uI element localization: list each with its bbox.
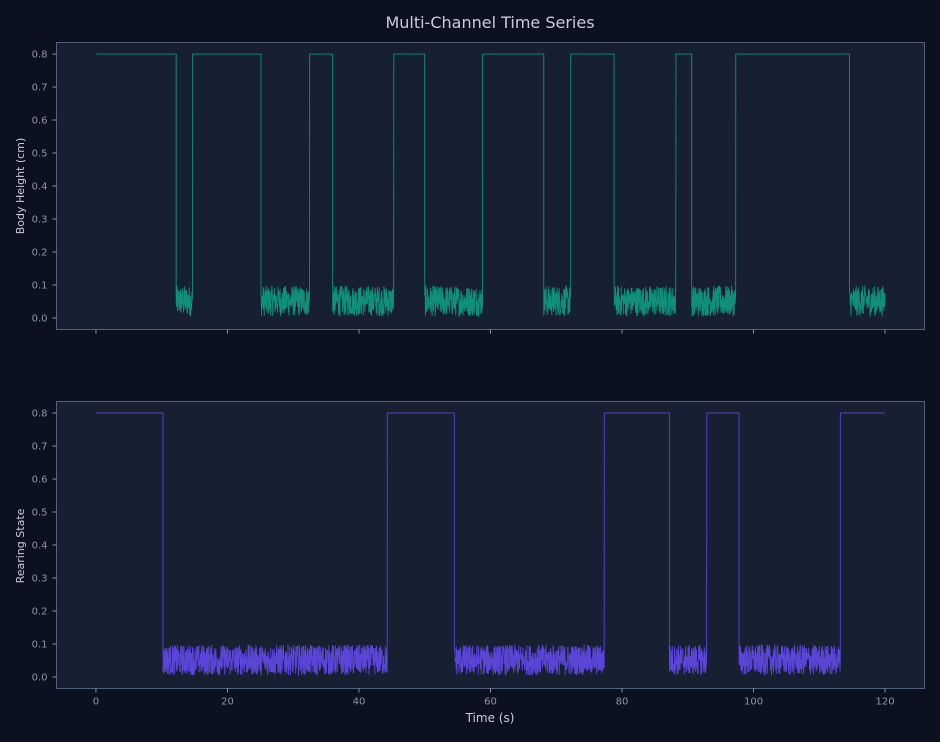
- series-line: [95, 53, 886, 318]
- x-tick-label: 120: [875, 697, 894, 708]
- y-tick-label: 0.0: [32, 313, 48, 324]
- y-tick-label: 0.6: [32, 475, 48, 486]
- y-tick-label: 0.4: [32, 541, 48, 552]
- series-line: [95, 412, 886, 676]
- panel-rearing-state: Rearing State 0.0 0.1 0.2 0.3 0.4 0.5 0.6 0.7 0.…: [14, 401, 925, 708]
- y-tick-label: 0.2: [32, 247, 48, 258]
- x-tick-label: 60: [484, 697, 497, 708]
- y-tick-label: 0.4: [32, 182, 48, 193]
- y-tick-label: 0.8: [32, 50, 48, 61]
- x-axis-label: Time (s): [465, 711, 515, 725]
- y-axis-label-top: Body Height (cm): [14, 138, 27, 234]
- y-tick-label: 0.7: [32, 442, 48, 453]
- y-tick-label: 0.1: [32, 639, 48, 650]
- x-tick-label: 100: [744, 697, 763, 708]
- chart-title: Multi-Channel Time Series: [385, 13, 594, 32]
- panel-body-height: Body Height (cm) 0.0 0.1 0.2 0.3 0.4 0.5 0.6 0.…: [14, 42, 925, 334]
- y-tick-label: 0.0: [32, 672, 48, 683]
- x-tick-label: 0: [93, 697, 99, 708]
- y-tick-label: 0.3: [32, 573, 48, 584]
- y-tick-label: 0.1: [32, 280, 48, 291]
- plot-area-top: [56, 42, 925, 330]
- y-tick-label: 0.6: [32, 116, 48, 127]
- plot-area-bottom: [56, 401, 925, 689]
- y-tick-label: 0.7: [32, 83, 48, 94]
- y-tick-label: 0.8: [32, 409, 48, 420]
- x-tick-label: 40: [353, 697, 366, 708]
- y-tick-label: 0.3: [32, 214, 48, 225]
- y-tick-label: 0.2: [32, 606, 48, 617]
- x-tick-label: 20: [221, 697, 234, 708]
- y-tick-label: 0.5: [32, 149, 48, 160]
- y-axis-label-bottom: Rearing State: [14, 508, 27, 583]
- x-tick-label: 80: [616, 697, 629, 708]
- y-tick-label: 0.5: [32, 508, 48, 519]
